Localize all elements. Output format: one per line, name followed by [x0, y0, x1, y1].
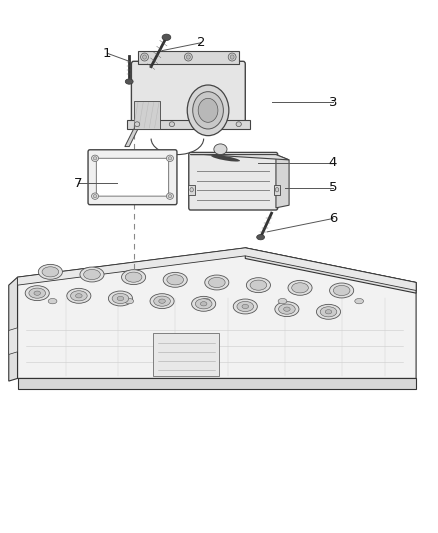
Ellipse shape — [230, 55, 234, 59]
Ellipse shape — [134, 122, 140, 126]
FancyBboxPatch shape — [189, 152, 278, 210]
Ellipse shape — [205, 275, 229, 290]
Ellipse shape — [84, 270, 100, 279]
Ellipse shape — [39, 264, 63, 279]
Ellipse shape — [278, 298, 287, 304]
Ellipse shape — [112, 293, 129, 304]
Polygon shape — [9, 277, 18, 381]
Ellipse shape — [166, 193, 173, 199]
Ellipse shape — [108, 291, 132, 306]
Ellipse shape — [92, 193, 99, 199]
Ellipse shape — [279, 304, 295, 314]
Ellipse shape — [320, 306, 337, 317]
Ellipse shape — [154, 296, 170, 306]
Ellipse shape — [192, 296, 215, 311]
Ellipse shape — [208, 277, 225, 288]
Text: 6: 6 — [328, 212, 337, 225]
Ellipse shape — [67, 288, 91, 303]
Ellipse shape — [80, 267, 104, 282]
Ellipse shape — [167, 275, 184, 285]
Polygon shape — [9, 328, 18, 354]
Ellipse shape — [159, 299, 166, 303]
Ellipse shape — [242, 304, 248, 309]
Ellipse shape — [257, 235, 265, 240]
Ellipse shape — [42, 266, 59, 277]
Ellipse shape — [48, 298, 57, 304]
Ellipse shape — [209, 155, 251, 165]
FancyBboxPatch shape — [88, 150, 177, 205]
Ellipse shape — [325, 310, 332, 314]
Ellipse shape — [93, 157, 97, 160]
Ellipse shape — [163, 272, 187, 287]
Ellipse shape — [201, 302, 207, 306]
Ellipse shape — [92, 155, 99, 161]
Ellipse shape — [292, 282, 308, 293]
Ellipse shape — [250, 280, 267, 290]
Ellipse shape — [125, 298, 134, 304]
Ellipse shape — [34, 291, 40, 295]
Ellipse shape — [166, 155, 173, 161]
Ellipse shape — [162, 34, 171, 41]
Polygon shape — [191, 155, 289, 160]
Ellipse shape — [214, 144, 227, 155]
Ellipse shape — [233, 299, 257, 314]
Ellipse shape — [195, 298, 212, 309]
Ellipse shape — [169, 122, 174, 126]
Ellipse shape — [187, 55, 191, 59]
Ellipse shape — [288, 280, 312, 295]
Polygon shape — [127, 120, 250, 129]
Ellipse shape — [25, 286, 49, 301]
FancyBboxPatch shape — [96, 158, 169, 196]
Polygon shape — [18, 248, 416, 378]
Text: 4: 4 — [328, 156, 337, 169]
Bar — [274, 185, 280, 195]
FancyBboxPatch shape — [131, 61, 245, 128]
Bar — [153, 333, 219, 376]
Ellipse shape — [93, 195, 97, 198]
Ellipse shape — [228, 53, 236, 61]
Ellipse shape — [198, 98, 218, 123]
Ellipse shape — [76, 294, 82, 298]
Text: 1: 1 — [103, 47, 112, 60]
Ellipse shape — [125, 79, 133, 84]
Ellipse shape — [236, 122, 241, 126]
Polygon shape — [245, 248, 416, 293]
Ellipse shape — [246, 278, 270, 293]
Ellipse shape — [150, 294, 174, 309]
Text: 3: 3 — [328, 96, 337, 109]
Ellipse shape — [275, 188, 279, 192]
Ellipse shape — [333, 286, 350, 295]
Ellipse shape — [168, 195, 172, 198]
Polygon shape — [276, 155, 289, 208]
Ellipse shape — [237, 302, 254, 311]
Ellipse shape — [141, 53, 148, 61]
Ellipse shape — [283, 307, 290, 311]
Ellipse shape — [168, 157, 172, 160]
Polygon shape — [18, 248, 416, 290]
Ellipse shape — [29, 288, 46, 298]
Ellipse shape — [316, 304, 341, 319]
Ellipse shape — [125, 272, 142, 282]
Ellipse shape — [193, 92, 223, 129]
Ellipse shape — [117, 296, 124, 301]
Ellipse shape — [355, 298, 364, 304]
Ellipse shape — [329, 283, 354, 298]
Polygon shape — [134, 101, 160, 129]
Ellipse shape — [201, 298, 210, 304]
Ellipse shape — [121, 270, 145, 285]
Text: 5: 5 — [328, 181, 337, 194]
Ellipse shape — [190, 188, 194, 192]
Ellipse shape — [275, 302, 299, 317]
Polygon shape — [18, 378, 416, 389]
Ellipse shape — [71, 291, 87, 301]
Ellipse shape — [143, 55, 146, 59]
Text: 7: 7 — [74, 177, 82, 190]
Ellipse shape — [184, 53, 192, 61]
Ellipse shape — [211, 155, 240, 161]
Polygon shape — [138, 51, 239, 64]
Text: 2: 2 — [197, 36, 206, 49]
Ellipse shape — [187, 85, 229, 136]
Bar — [188, 185, 195, 195]
Polygon shape — [125, 129, 138, 147]
